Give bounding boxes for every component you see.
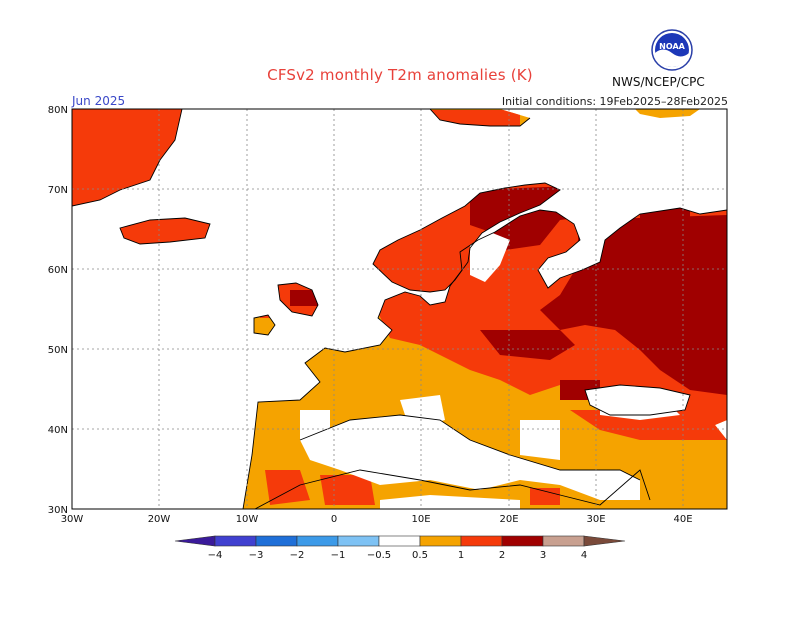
lon-tick: 10W [236,514,259,525]
lon-tick: 30E [586,514,605,525]
valid-month: Jun 2025 [72,94,126,108]
lon-axis: 30W 20W 10W 0 10E 20E 30E 40E [61,514,693,525]
lon-tick: 30W [61,514,84,525]
colorbar-label: 2 [499,550,505,561]
colorbar-label: 3 [540,550,546,561]
agency-label: NWS/NCEP/CPC [612,75,705,89]
colorbar-label: 4 [581,550,587,561]
lon-tick: 0 [331,514,337,525]
colorbar-cell [542,535,585,547]
lat-tick: 60N [48,265,68,276]
colorbar-label: 0.5 [412,550,428,561]
lat-tick: 80N [48,105,68,116]
colorbar-label: −1 [331,550,346,561]
noaa-logo-icon: NOAA [651,29,693,71]
lon-tick: 20W [148,514,171,525]
colorbar-label: −3 [249,550,264,561]
colorbar-cell [378,535,421,547]
colorbar-cell [255,535,298,547]
colorbar-cell [583,535,626,547]
colorbar-cell [501,535,544,547]
colorbar-cell [214,535,257,547]
logo-text: NOAA [659,42,685,51]
lon-tick: 20E [499,514,518,525]
lon-tick: 10E [411,514,430,525]
lat-tick: 30N [48,505,68,516]
map-title: CFSv2 monthly T2m anomalies (K) [267,66,533,84]
lat-tick: 50N [48,345,68,356]
lat-tick: 40N [48,425,68,436]
colorbar-label: 1 [458,550,464,561]
lat-tick: 70N [48,185,68,196]
colorbar-cell [174,535,216,547]
colorbar-cell [460,535,503,547]
colorbar-label: −0.5 [367,550,391,561]
colorbar-cell [419,535,462,547]
colorbar-label: −4 [208,550,223,561]
lat-axis: 30N 40N 50N 60N 70N 80N [48,105,68,516]
initial-conditions: Initial conditions: 19Feb2025–28Feb2025 [501,95,728,108]
lon-tick: 40E [673,514,692,525]
colorbar-label: −2 [290,550,305,561]
colorbar-cell [337,535,380,547]
colorbar: −4 −3 −2 −1 −0.5 0.5 1 2 3 4 [174,535,626,561]
colorbar-cell [296,535,339,547]
